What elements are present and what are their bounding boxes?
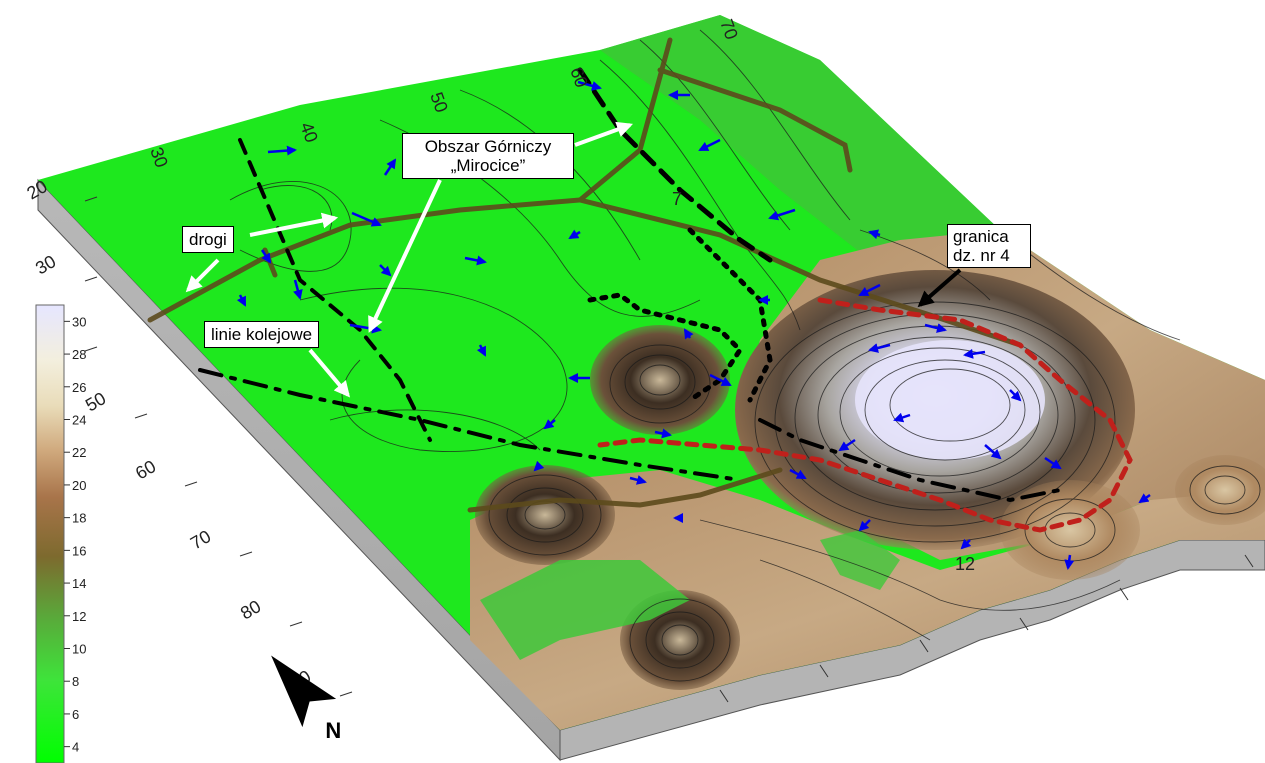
- colorbar-tick-28: 28: [72, 347, 86, 362]
- label-mining-area-line1: Obszar Górniczy: [424, 137, 552, 156]
- left-tick-80: 80: [237, 596, 264, 623]
- flow-arrow-icon: [924, 323, 947, 333]
- colorbar-tick-4: 4: [72, 740, 79, 755]
- flow-arrow-icon: [1044, 456, 1062, 470]
- left-tick-60: 60: [132, 456, 159, 483]
- parcel-boundary: [597, 297, 1133, 533]
- flow-arrow-icon: [683, 328, 694, 340]
- flow-arrow-icon: [236, 294, 247, 307]
- left-tick-30: 30: [32, 251, 59, 278]
- colorbar-tick-20: 20: [72, 478, 86, 493]
- colorbar-tick-6: 6: [72, 707, 79, 722]
- colorbar-tick-30: 30: [72, 314, 86, 329]
- flow-arrow-icon: [383, 158, 397, 176]
- arrow-mining-area: [574, 121, 634, 147]
- flow-arrow-icon: [963, 348, 986, 359]
- flow-arrow-icon: [267, 145, 297, 156]
- flow-arrow-icon: [868, 229, 881, 240]
- roads: [147, 37, 1023, 513]
- north-label: N: [325, 718, 341, 743]
- arrow-roads-2: [185, 258, 220, 293]
- flow-arrow-icon: [960, 538, 972, 550]
- label-parcel-boundary: granica dz. nr 4: [947, 224, 1031, 268]
- flow-arrow-icon: [768, 208, 796, 221]
- colorbar-tick-12: 12: [72, 609, 86, 624]
- flow-arrow-icon: [654, 428, 672, 439]
- left-tick-70: 70: [187, 526, 214, 553]
- road-south: [467, 467, 783, 513]
- flow-arrow-icon: [1009, 389, 1022, 402]
- label-railways: linie kolejowe: [204, 321, 320, 348]
- contour-label-12: 12: [955, 554, 975, 574]
- left-tick-mark-90: [339, 691, 353, 697]
- flow-arrow-icon: [868, 343, 891, 353]
- left-tick-mark-40: [84, 346, 98, 352]
- colorbar-tick-10: 10: [72, 642, 86, 657]
- left-tick-mark-30: [84, 276, 98, 282]
- callout-arrows: [185, 121, 962, 398]
- road-branch: [577, 197, 1023, 348]
- arrow-roads-1: [249, 212, 339, 237]
- colorbar: 30 28 26 24 22 20 18 16 14 12 10 8 6 4: [35, 304, 86, 763]
- flow-arrow-icon: [984, 444, 1002, 460]
- flow-arrow-icon: [789, 468, 807, 480]
- colorbar-tick-16: 16: [72, 543, 86, 558]
- road-ne: [657, 67, 853, 173]
- arrow-railways: [308, 348, 351, 398]
- flow-arrow-icon: [351, 211, 382, 227]
- flow-arrow-icon: [838, 438, 856, 452]
- left-tick-mark-50: [134, 413, 148, 419]
- flow-arrow-icon: [568, 229, 581, 240]
- terrain-surface: [38, 15, 1265, 730]
- flow-arrow-icon: [709, 373, 732, 387]
- label-parcel-line1: granica: [953, 227, 1009, 246]
- flow-arrow-icon: [629, 475, 647, 485]
- colorbar-tick-22: 22: [72, 445, 86, 460]
- block-sides: [37, 178, 1265, 762]
- label-mining-area-line2: „Mirocice”: [450, 156, 526, 175]
- colorbar-tick-24: 24: [72, 413, 86, 428]
- flow-arrow-icon: [543, 419, 556, 430]
- arrow-mining-area-2: [368, 179, 442, 333]
- flow-arrow-icon: [476, 344, 487, 357]
- flow-arrow-icon: [379, 264, 392, 277]
- flow-arrow-icon: [858, 519, 871, 532]
- flow-arrow-icon: [1138, 493, 1151, 504]
- flow-arrow-icon: [293, 279, 303, 300]
- colorbar-tick-18: 18: [72, 511, 86, 526]
- label-railways-text: linie kolejowe: [211, 325, 313, 344]
- flow-arrow-icon: [858, 283, 881, 297]
- flow-arrow-icon: [893, 412, 911, 423]
- label-mining-area: Obszar Górniczy „Mirocice”: [402, 133, 574, 179]
- contour-lines: [229, 29, 1261, 682]
- left-tick-mark-20: [84, 196, 98, 202]
- arrow-parcel: [917, 268, 962, 308]
- flow-arrow-icon: [698, 138, 721, 152]
- flow-arrow-icon: [260, 249, 272, 264]
- colorbar-tick-14: 14: [72, 576, 86, 591]
- colorbar-tick-8: 8: [72, 674, 79, 689]
- label-roads-text: drogi: [189, 230, 227, 249]
- contour-label-7: 7: [672, 189, 682, 209]
- bottom-edge-ticks: [719, 554, 1254, 703]
- colorbar-gradient: [35, 304, 65, 763]
- label-roads: drogi: [182, 226, 234, 253]
- left-tick-mark-80: [289, 621, 303, 627]
- label-parcel-line2: dz. nr 4: [953, 246, 1010, 265]
- left-tick-mark-70: [239, 551, 253, 557]
- colorbar-tick-26: 26: [72, 380, 86, 395]
- left-tick-mark-60: [184, 481, 198, 487]
- north-arrow: N: [271, 655, 341, 743]
- flow-arrow-icon: [533, 460, 545, 472]
- contour-labels: 7 12: [672, 189, 975, 574]
- flow-arrow-icon: [464, 255, 487, 266]
- road-main: [147, 37, 673, 323]
- flow-arrow-icon: [1064, 554, 1075, 570]
- north-arrow-icon: [271, 655, 337, 728]
- colorbar-ticks: 30 28 26 24 22 20 18 16 14 12 10 8 6 4: [64, 314, 86, 755]
- flow-arrow-icon: [577, 80, 602, 91]
